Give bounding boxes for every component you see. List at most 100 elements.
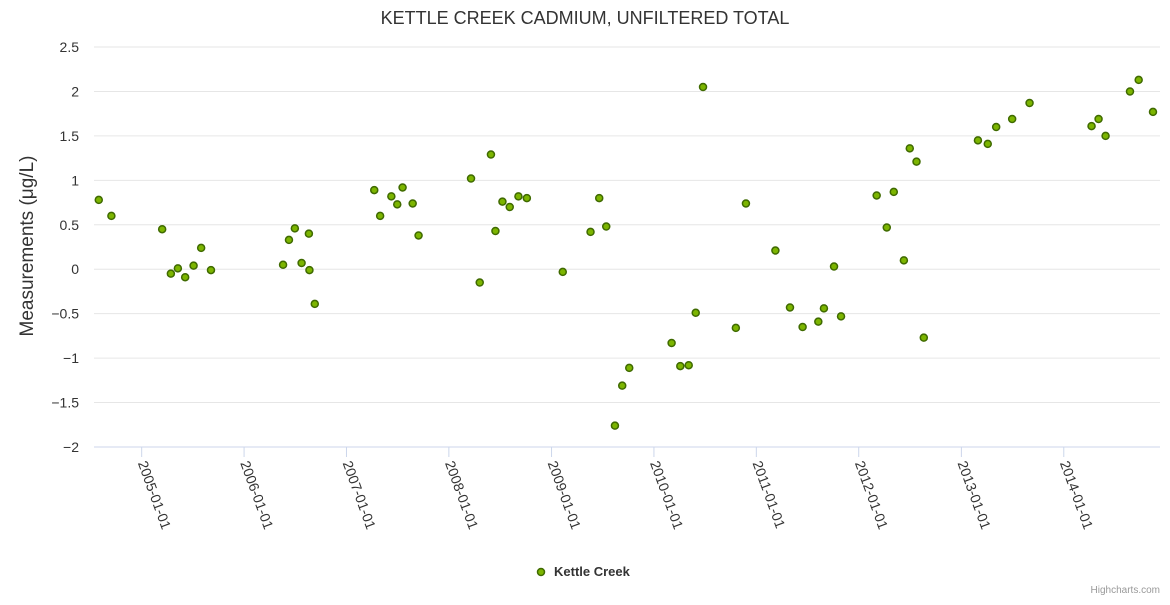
- data-point[interactable]: [899, 256, 909, 265]
- data-point[interactable]: [180, 272, 190, 282]
- y-tick-label: −1.5: [51, 395, 79, 411]
- legend[interactable]: Kettle Creek: [536, 564, 631, 579]
- data-point[interactable]: [912, 157, 921, 166]
- data-point[interactable]: [278, 260, 288, 270]
- data-point[interactable]: [1101, 131, 1110, 141]
- data-point[interactable]: [617, 381, 627, 390]
- data-point[interactable]: [1007, 114, 1017, 124]
- y-tick-label: 0: [71, 261, 79, 277]
- data-point[interactable]: [983, 139, 993, 149]
- data-point[interactable]: [414, 231, 423, 240]
- data-point[interactable]: [196, 243, 206, 253]
- x-tick-label: 2012-01-01: [852, 459, 892, 532]
- data-point[interactable]: [882, 223, 892, 232]
- data-point[interactable]: [157, 224, 167, 234]
- data-point[interactable]: [919, 333, 929, 342]
- data-point[interactable]: [798, 322, 807, 332]
- x-tick-label: 2011-01-01: [750, 459, 789, 531]
- data-point[interactable]: [387, 192, 396, 201]
- gridlines: [94, 46, 1160, 404]
- data-point[interactable]: [1148, 107, 1158, 117]
- data-point[interactable]: [375, 211, 385, 221]
- data-point[interactable]: [889, 187, 899, 197]
- data-point[interactable]: [785, 303, 795, 312]
- legend-label: Kettle Creek: [554, 564, 631, 579]
- data-point[interactable]: [297, 258, 306, 268]
- y-tick-label: 1.5: [60, 128, 80, 144]
- data-point[interactable]: [1087, 121, 1096, 131]
- data-point[interactable]: [166, 269, 176, 278]
- data-point[interactable]: [1134, 75, 1143, 85]
- data-point[interactable]: [610, 421, 620, 430]
- x-tick-label: 2006-01-01: [237, 459, 277, 532]
- x-tick-label: 2013-01-01: [955, 459, 995, 532]
- y-tick-label: 1: [71, 172, 79, 188]
- legend-marker-icon: [536, 567, 546, 577]
- data-point[interactable]: [486, 150, 496, 159]
- data-point[interactable]: [872, 191, 881, 200]
- x-tick-label: 2008-01-01: [442, 459, 482, 532]
- x-tick-label: 2009-01-01: [545, 459, 585, 532]
- data-point[interactable]: [814, 317, 823, 326]
- data-point[interactable]: [392, 200, 402, 209]
- x-axis: 2005-01-01 2006-01-01 2007-01-01 2008-01-01…: [94, 446, 1160, 532]
- data-point[interactable]: [290, 224, 300, 233]
- data-point[interactable]: [1125, 87, 1135, 96]
- data-point[interactable]: [522, 193, 532, 203]
- data-point[interactable]: [498, 197, 507, 206]
- x-tick-label: 2014-01-01: [1057, 459, 1097, 532]
- data-point[interactable]: [206, 265, 216, 275]
- data-point[interactable]: [1094, 114, 1103, 124]
- x-tick-label: 2010-01-01: [647, 459, 687, 532]
- data-point[interactable]: [475, 278, 484, 287]
- data-point[interactable]: [601, 222, 611, 231]
- data-point[interactable]: [819, 304, 829, 313]
- data-point[interactable]: [173, 264, 183, 273]
- data-point[interactable]: [676, 361, 685, 371]
- data-point[interactable]: [771, 246, 780, 255]
- data-point[interactable]: [586, 227, 595, 237]
- y-tick-label: 0.5: [60, 217, 80, 233]
- y-tick-label: −0.5: [51, 306, 79, 322]
- data-point[interactable]: [107, 211, 116, 221]
- x-tick-label: 2005-01-01: [135, 459, 175, 532]
- data-point[interactable]: [94, 195, 104, 205]
- data-point[interactable]: [684, 360, 693, 370]
- data-point[interactable]: [973, 136, 983, 145]
- data-point[interactable]: [398, 183, 407, 192]
- data-point[interactable]: [491, 226, 500, 236]
- data-point[interactable]: [304, 229, 314, 238]
- data-point[interactable]: [305, 265, 314, 275]
- data-points: [94, 75, 1158, 430]
- data-point[interactable]: [594, 193, 604, 203]
- y-axis-title: Measurements (μg/L): [17, 156, 38, 337]
- data-point[interactable]: [741, 199, 751, 208]
- data-point[interactable]: [369, 185, 379, 195]
- data-point[interactable]: [284, 235, 294, 245]
- x-tick-label: 2007-01-01: [340, 459, 380, 532]
- data-point[interactable]: [505, 202, 514, 212]
- credit-link[interactable]: Highcharts.com: [1090, 585, 1160, 596]
- data-point[interactable]: [1025, 98, 1034, 108]
- y-tick-label: 2.5: [60, 39, 80, 55]
- y-tick-label: −2: [63, 439, 79, 455]
- data-point[interactable]: [558, 267, 568, 277]
- data-point[interactable]: [514, 192, 523, 201]
- data-point[interactable]: [691, 308, 700, 318]
- data-point[interactable]: [836, 312, 846, 321]
- data-point[interactable]: [466, 174, 476, 183]
- y-tick-label: −1: [63, 350, 79, 366]
- data-point[interactable]: [624, 363, 634, 373]
- data-point[interactable]: [310, 299, 320, 309]
- data-point[interactable]: [731, 323, 741, 333]
- data-point[interactable]: [829, 262, 839, 271]
- y-tick-label: 2: [71, 83, 79, 99]
- data-point[interactable]: [905, 144, 915, 153]
- data-point[interactable]: [667, 338, 676, 348]
- data-point[interactable]: [408, 199, 417, 208]
- data-point[interactable]: [698, 82, 708, 92]
- data-point[interactable]: [991, 122, 1001, 132]
- data-point[interactable]: [189, 261, 198, 270]
